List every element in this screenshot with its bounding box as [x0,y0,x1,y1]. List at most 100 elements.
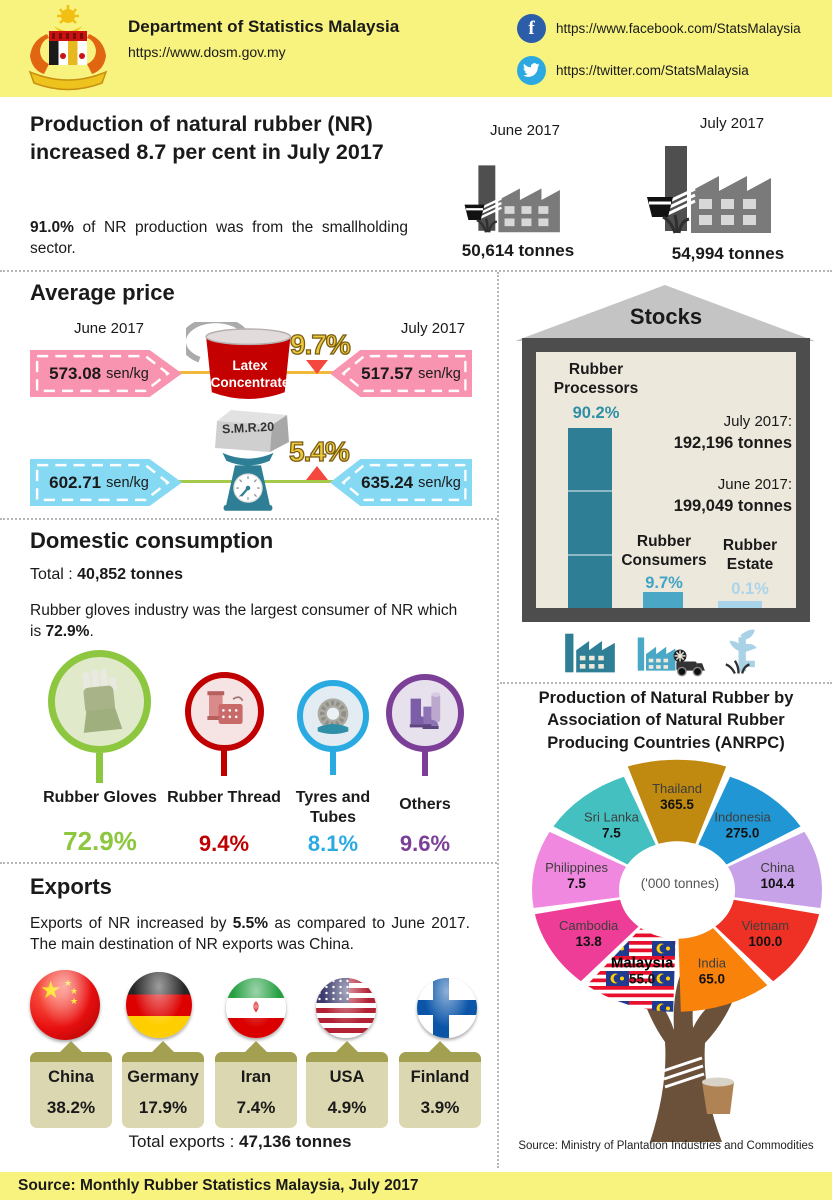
export-country-name: USA [329,1068,365,1086]
stocks-figures: July 2017: 192,196 tonnes June 2017: 199… [636,412,792,517]
export-country-share: 4.9% [327,1098,367,1117]
donut-label-name: Malaysia [611,955,674,972]
stocks-roof [515,285,815,341]
card-notch [151,1041,175,1053]
germany-flag-icon [126,972,192,1038]
stocks-estate-label: Rubber Estate [722,537,778,574]
tyres-label: Tyres and Tubes [295,789,371,826]
gloves-label: Rubber Gloves [43,789,157,806]
weighing-scale-icon [222,452,274,511]
processors-factory-icon [565,633,615,673]
others-label: Others [399,796,451,813]
latex-june-value: 573.08 [49,363,102,383]
stocks-july-label: July 2017: [723,413,792,430]
latex-july-unit: sen/kg [418,365,461,382]
export-card-germany: Germany 17.9% [122,1041,204,1128]
rubber-thread-icon [206,690,243,724]
stocks-consumers-label: Rubber Consumers [621,533,707,570]
export-card-china: China 38.2% [30,1041,112,1128]
card-bar [215,1052,297,1062]
donut-slice-philippines [532,831,626,908]
donut-label-name: China [760,860,795,875]
rubber-gloves-circle [48,650,151,753]
donut-label-name: Cambodia [559,918,619,933]
export-card-finland: Finland 3.9% [399,1041,481,1128]
rubber-boots-icon [409,692,441,729]
card-notch [335,1041,359,1053]
stocks-july-value: 192,196 tonnes [673,434,792,453]
thread-label: Rubber Thread [167,789,281,806]
main-headline: Production of natural rubber (NR) increa… [30,112,384,165]
card-bar [306,1052,388,1062]
others-share: 9.6% [399,831,451,856]
separator-left-2 [0,862,497,864]
tyres-share: 8.1% [307,831,359,856]
stocks-title: Stocks [629,304,703,329]
exports-desc-pre: Exports of NR increased by [30,915,233,932]
stocks-processors-bar [568,428,612,608]
export-country-share: 3.9% [420,1098,460,1117]
price-june-label: June 2017 [73,320,145,337]
latex-name: Latex Concentrate [210,358,290,390]
twitter-url-link[interactable]: https://twitter.com/StatsMalaysia [556,63,749,78]
exports-desc-post: as compared to June 2017. The main desti… [30,915,470,954]
rubber-thread-circle [185,672,264,751]
exports-total: Total exports : 47,136 tonnes [90,1132,390,1152]
latex-decrease-triangle-icon [306,360,328,374]
malaysia-coat-of-arms-icon [28,5,108,91]
usa-flag-icon [316,978,376,1038]
others-circle [386,674,464,752]
gloves-stem [96,753,103,783]
china-flag-icon: ★ ★ ★ ★ [30,970,100,1040]
latex-july-price-tag: 517.57 sen/kg [330,350,472,397]
factory-july-icon [645,144,773,235]
donut-unit-label: ('000 tonnes) [640,876,720,891]
latex-july-value: 517.57 [361,363,414,383]
donut-label-name: Sri Lanka [584,809,640,824]
separator-top [0,270,832,272]
estate-tree-icon [725,629,757,674]
headline-subtext: 91.0% of NR production was from the smal… [30,218,408,260]
domestic-desc-share: 72.9% [45,623,90,641]
donut-slice-sri-lanka [553,776,656,865]
exports-desc: Exports of NR increased by 5.5% as compa… [30,913,470,956]
donut-label-value: 104.4 [761,876,795,891]
stocks-consumers-share: 9.7% [645,574,683,592]
export-country-name: China [48,1068,94,1086]
twitter-icon[interactable] [517,56,546,85]
header-website-link[interactable]: https://www.dosm.gov.my [128,44,286,60]
tyres-tubes-circle [297,680,369,752]
gloves-share: 72.9% [63,826,137,856]
domestic-desc: Rubber gloves industry was the largest c… [30,600,460,643]
exports-desc-share: 5.5% [232,915,269,932]
export-country-share: 17.9% [138,1098,188,1117]
stocks-estate-bar [718,601,762,608]
export-country-share: 38.2% [46,1098,96,1117]
donut-label-value: 13.8 [576,934,603,949]
stocks-consumers-bar [643,592,683,608]
donut-label-name: India [698,956,727,971]
facebook-url-link[interactable]: https://www.facebook.com/StatsMalaysia [556,21,801,36]
separator-vertical [497,272,499,1168]
header: Department of Statistics Malaysia https:… [0,0,832,97]
donut-slice-thailand [627,759,727,844]
stocks-processors-share: 90.2% [572,404,620,422]
smr-change-pct: 5.4% [288,435,350,467]
stocks-estate-share: 0.1% [731,580,769,598]
domestic-desc-post: . [89,623,94,641]
facebook-icon[interactable]: f [517,14,546,43]
stocks-processors-label: Rubber Processors [553,361,639,398]
exports-title: Exports [30,874,112,899]
donut-label-name: Thailand [652,781,702,796]
stocks-house: Rubber Processors 90.2% July 2017: 192,1… [522,338,810,622]
rubber-glove-icon [82,668,122,733]
production-july-value: 54,994 tonnes [671,244,785,263]
export-card-usa: USA 4.9% [306,1041,388,1128]
exports-total-value: 47,136 tonnes [239,1132,352,1151]
donut-slice-malaysia [586,928,676,1012]
anrpc-chart-title: Production of Natural Rubber by Associat… [538,689,794,752]
production-june-label: June 2017 [489,122,561,139]
smr-name: S.M.R.20 [221,419,275,437]
card-bar [399,1052,481,1062]
